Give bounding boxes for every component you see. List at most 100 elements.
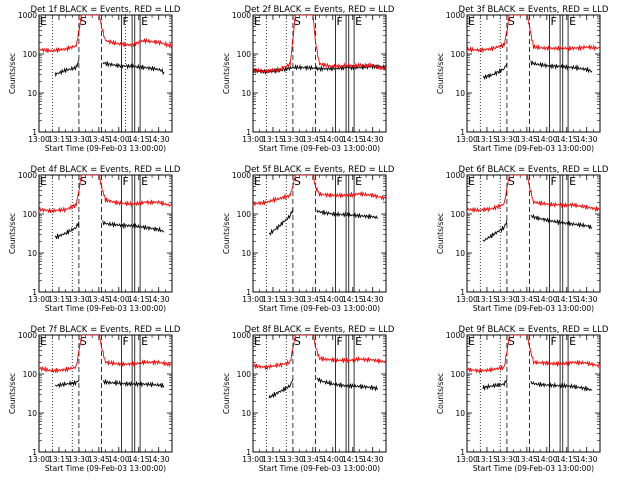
interval-label-f: F <box>122 335 128 348</box>
interval-label-f: F <box>336 15 342 28</box>
y-tick-label: 1000 <box>446 171 465 180</box>
x-tick-label: 14:00 <box>536 135 558 144</box>
x-tick-label: 13:45 <box>516 135 538 144</box>
x-tick-label: 14:30 <box>576 295 598 304</box>
y-tick-label: 10 <box>241 249 251 258</box>
x-tick-label: 13:15 <box>476 135 498 144</box>
lld-series-line <box>253 335 386 371</box>
y-axis-label: Counts/sec <box>8 213 17 254</box>
interval-label-e: E <box>141 15 148 28</box>
panel-title: Det 2f BLACK = Events, RED = LLD <box>245 5 395 15</box>
events-series-line <box>268 208 294 236</box>
x-tick-label: 13:00 <box>28 455 50 464</box>
x-tick-label: 13:15 <box>476 455 498 464</box>
x-tick-label: 14:15 <box>128 295 150 304</box>
y-tick-label: 1000 <box>18 11 37 20</box>
events-series-line <box>268 378 294 399</box>
x-axis-label: Start Time (09-Feb-03 13:00:00) <box>45 304 166 313</box>
detector-panel-8: Det 8f BLACK = Events, RED = LLD 1 10 100 10… <box>222 325 395 473</box>
events-series-line <box>316 377 379 392</box>
y-axis-label: Counts/sec <box>436 213 445 254</box>
x-tick-label: 13:00 <box>456 295 478 304</box>
x-tick-label: 13:30 <box>496 455 518 464</box>
x-tick-label: 14:30 <box>148 295 170 304</box>
y-tick-label: 10 <box>241 89 251 98</box>
x-tick-label: 13:45 <box>88 455 110 464</box>
y-tick-label: 1 <box>246 128 251 137</box>
interval-label-e: E <box>254 335 261 348</box>
events-series-line <box>102 220 164 233</box>
y-tick-label: 1 <box>460 128 465 137</box>
x-axis-label: Start Time (09-Feb-03 13:00:00) <box>259 144 380 153</box>
x-tick-label: 13:30 <box>68 455 90 464</box>
x-tick-label: 14:15 <box>556 295 578 304</box>
y-axis-label: Counts/sec <box>8 53 17 94</box>
y-tick-label: 10 <box>455 249 465 258</box>
x-tick-label: 13:15 <box>48 135 70 144</box>
y-axis-label: Counts/sec <box>222 213 231 254</box>
x-tick-label: 13:30 <box>282 455 304 464</box>
interval-label-e: E <box>254 15 261 28</box>
y-tick-label: 100 <box>23 210 38 219</box>
y-axis-label: Counts/sec <box>8 373 17 414</box>
x-axis-label: Start Time (09-Feb-03 13:00:00) <box>473 304 594 313</box>
x-tick-label: 14:30 <box>362 295 384 304</box>
x-tick-label: 14:00 <box>108 295 130 304</box>
x-axis-label: Start Time (09-Feb-03 13:00:00) <box>45 464 166 473</box>
x-tick-label: 13:30 <box>282 135 304 144</box>
panel-title: Det 5f BLACK = Events, RED = LLD <box>245 165 395 175</box>
x-tick-label: 13:30 <box>68 295 90 304</box>
interval-label-f: F <box>336 175 342 188</box>
x-tick-label: 13:15 <box>48 455 70 464</box>
y-tick-label: 100 <box>237 210 252 219</box>
y-tick-label: 1 <box>32 448 37 457</box>
x-tick-label: 13:45 <box>88 135 110 144</box>
y-tick-label: 1000 <box>232 331 251 340</box>
y-tick-label: 1 <box>32 288 37 297</box>
plot-frame <box>38 174 173 293</box>
y-tick-label: 10 <box>27 409 37 418</box>
interval-label-e: E <box>40 335 47 348</box>
panel-title: Det 6f BLACK = Events, RED = LLD <box>459 165 609 175</box>
plot-frame <box>252 334 387 453</box>
interval-label-e: E <box>355 15 362 28</box>
x-tick-label: 14:00 <box>536 455 558 464</box>
x-tick-label: 14:30 <box>362 455 384 464</box>
interval-label-e: E <box>468 335 475 348</box>
x-tick-label: 14:15 <box>128 135 150 144</box>
detector-panel-6: Det 6f BLACK = Events, RED = LLD 1 10 100 10… <box>436 165 609 313</box>
x-tick-label: 13:30 <box>282 295 304 304</box>
y-tick-label: 100 <box>23 50 38 59</box>
x-tick-label: 14:15 <box>556 455 578 464</box>
events-series-line <box>482 62 508 81</box>
x-axis-label: Start Time (09-Feb-03 13:00:00) <box>473 464 594 473</box>
x-tick-label: 14:30 <box>576 455 598 464</box>
y-axis-label: Counts/sec <box>222 53 231 94</box>
x-tick-label: 13:00 <box>28 295 50 304</box>
events-series-line <box>530 60 593 74</box>
interval-label-f: F <box>336 335 342 348</box>
x-tick-label: 14:30 <box>148 135 170 144</box>
lld-series-line <box>253 175 386 207</box>
x-tick-label: 14:00 <box>536 295 558 304</box>
x-tick-label: 13:45 <box>516 295 538 304</box>
interval-label-s: S <box>294 15 301 28</box>
plot-frame <box>466 334 601 453</box>
lld-series-line <box>467 15 600 54</box>
interval-label-e: E <box>355 335 362 348</box>
x-axis-label: Start Time (09-Feb-03 13:00:00) <box>259 304 380 313</box>
plot-frame <box>38 334 173 453</box>
y-axis-label: Counts/sec <box>436 53 445 94</box>
x-tick-label: 13:30 <box>496 135 518 144</box>
interval-label-e: E <box>141 175 148 188</box>
x-tick-label: 13:30 <box>68 135 90 144</box>
interval-label-e: E <box>569 175 576 188</box>
lld-series-line <box>39 15 172 54</box>
interval-label-f: F <box>550 335 556 348</box>
y-tick-label: 10 <box>455 89 465 98</box>
events-series-line <box>102 379 165 389</box>
x-axis-label: Start Time (09-Feb-03 13:00:00) <box>259 464 380 473</box>
panel-title: Det 3f BLACK = Events, RED = LLD <box>459 5 609 15</box>
x-tick-label: 13:00 <box>28 135 50 144</box>
x-tick-label: 13:00 <box>456 135 478 144</box>
